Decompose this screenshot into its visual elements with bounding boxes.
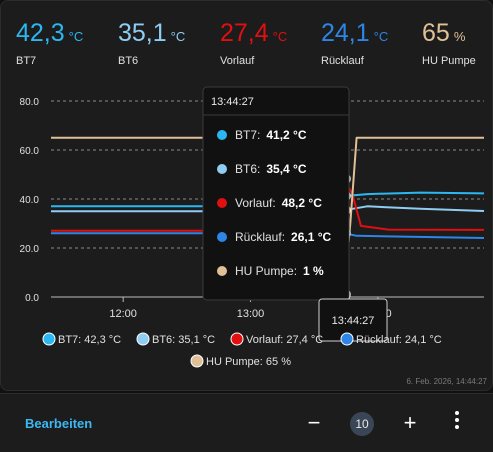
minus-icon[interactable]: − [307,410,321,435]
tooltip-label: Rücklauf: [235,230,285,244]
tooltip-time: 13:44:27 [211,96,254,108]
legend-item-2[interactable]: Vorlauf: 27,4 °C [246,334,323,346]
y-tick-label: 20.0 [20,244,40,255]
tooltip-item: HU Pumpe: 1 % [235,264,324,278]
y-tick-label: 60.0 [20,146,40,157]
legend-marker-0[interactable] [42,332,56,346]
tooltip-item: BT7: 41,2 °C [235,128,307,142]
stat-unit: °C [170,29,186,44]
stat-0[interactable]: 42,3 °C BT7 [16,13,84,67]
tooltip-value: 26,1 °C [291,230,331,244]
axis-pointer-label: 13:44:27 [332,315,375,327]
edit-button[interactable]: Bearbeiten [25,416,93,431]
tooltip-marker [217,130,227,140]
legend-marker-4[interactable] [190,354,204,368]
y-tick-label: 80.0 [20,97,40,108]
legend-item-3[interactable]: Rücklauf: 24,1 °C [356,334,442,346]
history-card: 42,3 °C BT7 35,1 °C BT6 27,4 °C Vorlauf 24,1 °C Rüc… [0,0,493,391]
legend-marker-3[interactable] [340,332,354,346]
stat-label: HU Pumpe [422,55,476,67]
more-options-icon[interactable] [447,408,467,438]
tooltip-label: BT7: [235,128,260,142]
legend-item-1[interactable]: BT6: 35,1 °C [152,334,215,346]
tooltip-box [202,86,350,301]
tooltip-item: BT6: 35,4 °C [235,162,307,176]
stat-value: 27,4 [220,19,269,47]
stat-label: BT6 [118,55,139,67]
count-badge: 10 [350,412,374,436]
stat-label: Vorlauf [220,55,255,67]
x-tick-label: 12:00 [109,308,137,320]
tooltip-label: BT6: [235,162,260,176]
stat-label: BT7 [16,55,37,67]
tooltip-label: HU Pumpe: [235,264,297,278]
stat-value: 35,1 [118,19,167,47]
card-footer: Bearbeiten − 10 + [0,393,493,452]
stat-value: 65 [422,19,450,47]
stat-3[interactable]: 24,1 °C Rücklauf [321,13,389,67]
stat-2[interactable]: 27,4 °C Vorlauf [220,13,288,67]
tooltip-value: 35,4 °C [266,162,306,176]
legend-marker-1[interactable] [136,332,150,346]
stat-unit: % [453,29,466,44]
tooltip-value: 48,2 °C [282,196,322,210]
plus-icon[interactable]: + [403,410,417,435]
tooltip-value: 1 % [303,264,324,278]
stat-1[interactable]: 35,1 °C BT6 [118,13,186,67]
tooltip-marker [217,164,227,174]
stat-4[interactable]: 65% HU Pumpe [422,13,476,67]
legend-marker-2[interactable] [230,332,244,346]
stat-unit: °C [373,29,389,44]
stat-value: 42,3 [16,19,65,47]
y-tick-label: 40.0 [20,195,40,206]
tooltip-marker [217,266,227,276]
x-tick-label: 13:00 [237,308,265,320]
tooltip-label: Vorlauf: [235,196,276,210]
stat-unit: °C [272,29,288,44]
history-chart[interactable]: 80.060.040.020.00.012:0013:0014:0013:44:… [1,1,493,391]
stat-value: 24,1 [321,19,370,47]
tooltip-value: 41,2 °C [266,128,306,142]
tooltip-item: Vorlauf: 48,2 °C [235,196,322,210]
tooltip-marker [217,198,227,208]
legend-item-0[interactable]: BT7: 42,3 °C [58,334,121,346]
stat-unit: °C [68,29,84,44]
y-tick-label: 0.0 [25,293,39,304]
stat-label: Rücklauf [321,55,364,67]
last-updated-timestamp: 6. Feb. 2026, 14:44:27 [406,377,487,386]
legend-item-4[interactable]: HU Pumpe: 65 % [206,356,291,368]
tooltip-item: Rücklauf: 26,1 °C [235,230,332,244]
tooltip-marker [217,232,227,242]
